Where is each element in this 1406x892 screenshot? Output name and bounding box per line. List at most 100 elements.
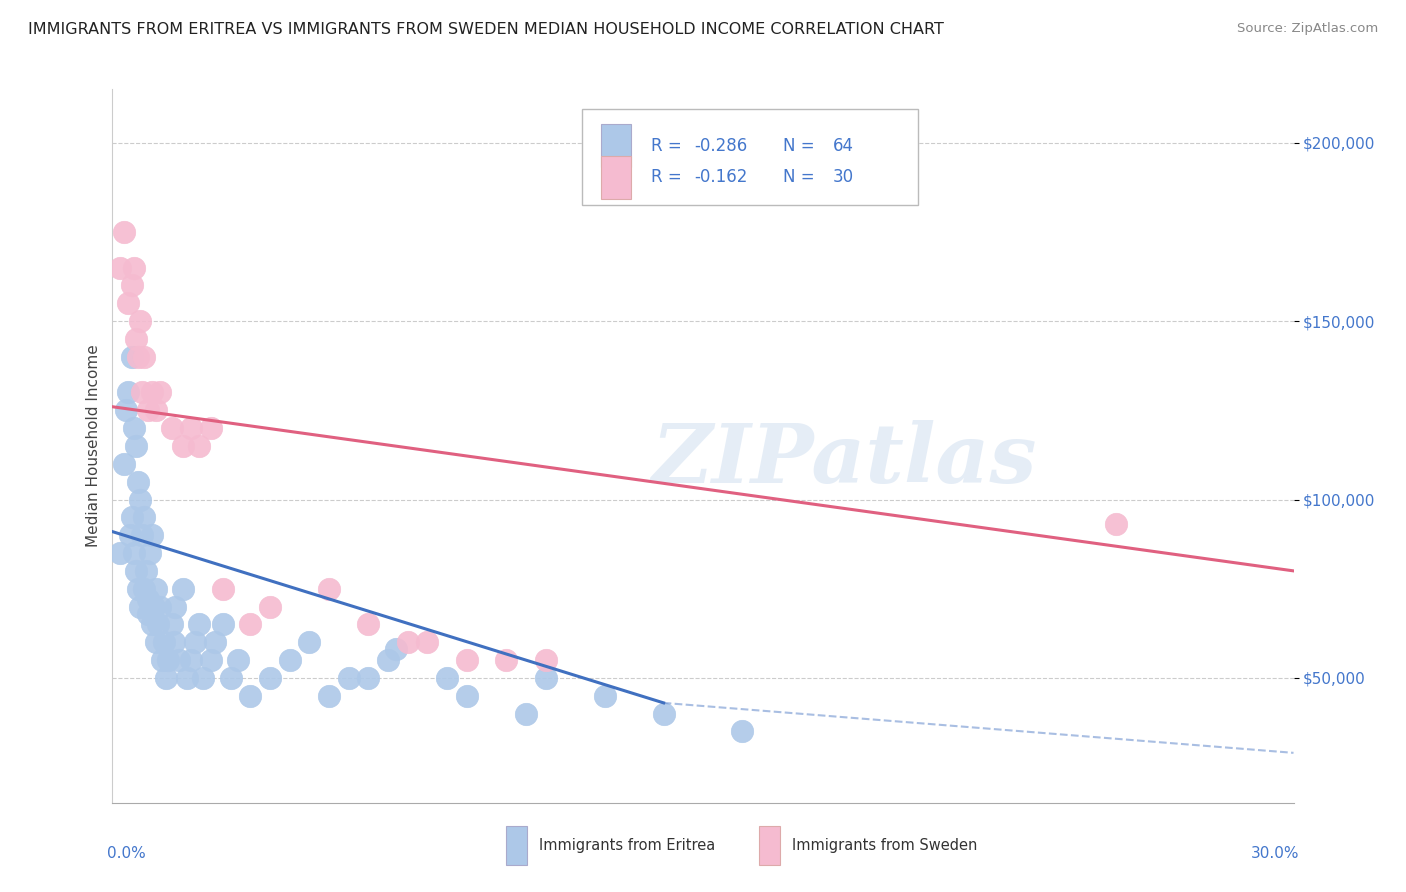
- Point: [150, 653, 173, 667]
- Point: [142, 599, 165, 614]
- Text: N =: N =: [783, 169, 820, 186]
- Text: R =: R =: [651, 136, 688, 155]
- Point: [184, 635, 207, 649]
- Text: Source: ZipAtlas.com: Source: ZipAtlas.com: [1237, 22, 1378, 36]
- Point: [436, 671, 458, 685]
- Point: [127, 475, 149, 489]
- Point: [112, 457, 135, 471]
- Point: [136, 403, 159, 417]
- Point: [149, 599, 172, 614]
- Text: 64: 64: [832, 136, 853, 155]
- Point: [176, 671, 198, 685]
- Point: [652, 706, 675, 721]
- Point: [259, 599, 281, 614]
- Text: 30.0%: 30.0%: [1251, 846, 1299, 861]
- Point: [120, 528, 142, 542]
- Point: [125, 439, 148, 453]
- Point: [145, 582, 167, 596]
- Point: [515, 706, 537, 721]
- Point: [129, 492, 152, 507]
- Point: [385, 642, 408, 657]
- Point: [115, 403, 138, 417]
- Point: [1105, 517, 1128, 532]
- Point: [131, 385, 153, 400]
- Point: [146, 617, 169, 632]
- Point: [141, 385, 163, 400]
- Point: [188, 617, 211, 632]
- Point: [278, 653, 301, 667]
- Text: Immigrants from Eritrea: Immigrants from Eritrea: [538, 838, 714, 853]
- Point: [495, 653, 517, 667]
- Point: [139, 546, 162, 560]
- Point: [121, 278, 143, 293]
- Point: [122, 546, 145, 560]
- Point: [117, 296, 139, 310]
- Point: [129, 599, 152, 614]
- Point: [298, 635, 321, 649]
- Point: [132, 510, 155, 524]
- Point: [180, 653, 202, 667]
- Point: [122, 421, 145, 435]
- Text: -0.162: -0.162: [695, 169, 748, 186]
- Point: [191, 671, 214, 685]
- Point: [160, 421, 183, 435]
- Point: [593, 689, 616, 703]
- Point: [129, 314, 152, 328]
- Point: [318, 582, 340, 596]
- Point: [135, 564, 157, 578]
- Point: [136, 607, 159, 621]
- Point: [155, 671, 177, 685]
- Point: [200, 653, 222, 667]
- Point: [416, 635, 439, 649]
- Text: N =: N =: [783, 136, 820, 155]
- Point: [145, 403, 167, 417]
- Point: [125, 332, 148, 346]
- Point: [239, 689, 262, 703]
- Text: 0.0%: 0.0%: [107, 846, 145, 861]
- Point: [200, 421, 222, 435]
- Point: [172, 439, 194, 453]
- Point: [117, 385, 139, 400]
- Point: [534, 653, 557, 667]
- Point: [456, 653, 478, 667]
- Point: [156, 653, 179, 667]
- Point: [180, 421, 202, 435]
- Point: [110, 260, 132, 275]
- Point: [141, 528, 163, 542]
- Point: [211, 617, 233, 632]
- Point: [188, 439, 211, 453]
- Point: [377, 653, 399, 667]
- Point: [112, 225, 135, 239]
- Text: R =: R =: [651, 169, 688, 186]
- Point: [152, 635, 174, 649]
- Point: [141, 617, 163, 632]
- Point: [357, 671, 380, 685]
- Point: [127, 350, 149, 364]
- Text: ZIPatlas: ZIPatlas: [652, 420, 1038, 500]
- Point: [172, 582, 194, 596]
- Point: [396, 635, 419, 649]
- Point: [132, 582, 155, 596]
- Point: [456, 689, 478, 703]
- Point: [259, 671, 281, 685]
- Text: IMMIGRANTS FROM ERITREA VS IMMIGRANTS FROM SWEDEN MEDIAN HOUSEHOLD INCOME CORREL: IMMIGRANTS FROM ERITREA VS IMMIGRANTS FR…: [28, 22, 943, 37]
- Point: [165, 599, 187, 614]
- Text: Immigrants from Sweden: Immigrants from Sweden: [792, 838, 977, 853]
- Point: [122, 260, 145, 275]
- Point: [131, 528, 153, 542]
- Point: [228, 653, 250, 667]
- Point: [169, 653, 191, 667]
- Point: [121, 350, 143, 364]
- Point: [125, 564, 148, 578]
- Point: [357, 617, 380, 632]
- Point: [731, 724, 754, 739]
- Point: [136, 592, 159, 607]
- Point: [534, 671, 557, 685]
- Text: 30: 30: [832, 169, 853, 186]
- Point: [204, 635, 226, 649]
- Point: [127, 582, 149, 596]
- Point: [145, 635, 167, 649]
- Point: [318, 689, 340, 703]
- Y-axis label: Median Household Income: Median Household Income: [86, 344, 101, 548]
- Point: [211, 582, 233, 596]
